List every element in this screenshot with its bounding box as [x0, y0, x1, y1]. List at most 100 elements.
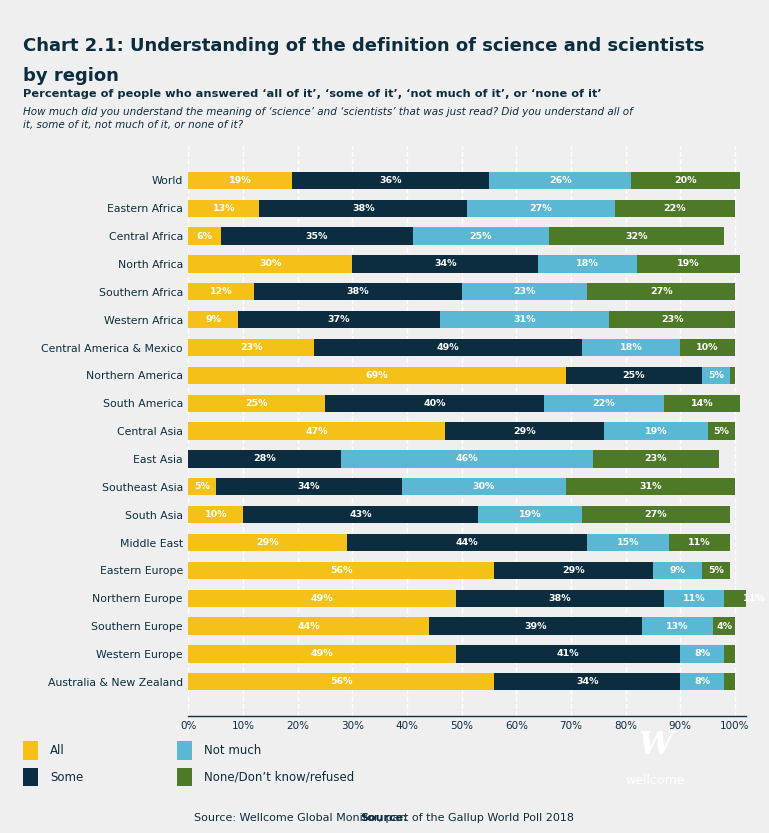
- Bar: [216, 478, 401, 496]
- Text: 18%: 18%: [620, 343, 643, 352]
- Bar: [702, 561, 730, 579]
- Text: 23%: 23%: [661, 315, 684, 324]
- Bar: [707, 422, 735, 440]
- Text: 5%: 5%: [194, 482, 210, 491]
- Bar: [614, 200, 735, 217]
- Text: 28%: 28%: [254, 455, 276, 463]
- Bar: [445, 422, 604, 440]
- Bar: [681, 646, 724, 662]
- Text: 40%: 40%: [423, 399, 445, 407]
- Text: 27%: 27%: [650, 287, 673, 297]
- Bar: [412, 227, 549, 245]
- Bar: [188, 367, 565, 384]
- Text: 38%: 38%: [352, 204, 375, 212]
- Bar: [188, 200, 259, 217]
- Text: 11%: 11%: [688, 538, 711, 547]
- Text: 34%: 34%: [576, 677, 599, 686]
- Text: 25%: 25%: [470, 232, 492, 241]
- Text: How much did you understand the meaning of ‘science’ and ‘scientists’ that was j: How much did you understand the meaning …: [23, 107, 633, 130]
- Bar: [669, 534, 730, 551]
- Bar: [593, 451, 718, 467]
- Text: 31%: 31%: [514, 315, 536, 324]
- Text: 9%: 9%: [205, 315, 221, 324]
- Text: Chart 2.1: Understanding of the definition of science and scientists: Chart 2.1: Understanding of the definiti…: [23, 37, 704, 56]
- Bar: [188, 561, 494, 579]
- Bar: [494, 673, 681, 691]
- Text: 69%: 69%: [366, 371, 388, 380]
- Text: 23%: 23%: [514, 287, 536, 297]
- Text: 4%: 4%: [716, 621, 732, 631]
- Text: 15%: 15%: [618, 538, 640, 547]
- Text: 19%: 19%: [229, 176, 251, 185]
- Bar: [259, 200, 467, 217]
- Bar: [401, 478, 565, 496]
- Text: 5%: 5%: [714, 426, 729, 436]
- Bar: [609, 311, 735, 328]
- Bar: [588, 283, 735, 301]
- Bar: [637, 255, 741, 272]
- Bar: [713, 617, 735, 635]
- Text: 30%: 30%: [472, 482, 494, 491]
- Bar: [188, 339, 314, 357]
- Text: 6%: 6%: [197, 232, 213, 241]
- Text: 47%: 47%: [305, 426, 328, 436]
- Bar: [565, 478, 735, 496]
- Text: 13%: 13%: [667, 621, 689, 631]
- Text: 23%: 23%: [644, 455, 667, 463]
- Bar: [188, 478, 216, 496]
- Bar: [538, 255, 637, 272]
- Bar: [188, 172, 292, 189]
- Bar: [642, 617, 713, 635]
- Bar: [468, 200, 614, 217]
- Text: Percentage of people who answered ‘all of it’, ‘some of it’, ‘not much of it’, o: Percentage of people who answered ‘all o…: [23, 89, 601, 99]
- Text: 44%: 44%: [298, 621, 320, 631]
- Bar: [188, 422, 445, 440]
- Bar: [544, 395, 664, 412]
- Bar: [582, 339, 681, 357]
- Bar: [188, 534, 347, 551]
- Bar: [188, 227, 221, 245]
- Bar: [631, 172, 741, 189]
- Bar: [188, 283, 254, 301]
- Text: 26%: 26%: [549, 176, 571, 185]
- Text: 41%: 41%: [557, 650, 580, 658]
- Bar: [724, 590, 769, 607]
- Bar: [352, 255, 538, 272]
- Text: 56%: 56%: [330, 677, 353, 686]
- Bar: [702, 367, 730, 384]
- Text: 29%: 29%: [562, 566, 585, 575]
- Bar: [254, 283, 461, 301]
- Text: All: All: [50, 744, 65, 757]
- Text: 8%: 8%: [694, 650, 711, 658]
- Text: 27%: 27%: [644, 510, 667, 519]
- Bar: [724, 673, 735, 691]
- Bar: [549, 227, 724, 245]
- Bar: [681, 339, 735, 357]
- Text: 9%: 9%: [670, 566, 686, 575]
- Bar: [582, 506, 730, 523]
- Text: 56%: 56%: [330, 566, 353, 575]
- Text: 49%: 49%: [437, 343, 459, 352]
- Bar: [188, 617, 429, 635]
- Text: 44%: 44%: [456, 538, 478, 547]
- Bar: [188, 506, 243, 523]
- Text: Some: Some: [50, 771, 83, 784]
- Bar: [188, 395, 325, 412]
- Bar: [221, 227, 412, 245]
- Bar: [456, 646, 681, 662]
- Bar: [494, 561, 653, 579]
- Text: 11%: 11%: [683, 594, 705, 603]
- Text: 37%: 37%: [328, 315, 350, 324]
- Text: None/Don’t know/refused: None/Don’t know/refused: [204, 771, 354, 784]
- Bar: [478, 506, 582, 523]
- Text: 35%: 35%: [305, 232, 328, 241]
- Bar: [188, 646, 456, 662]
- Bar: [188, 255, 352, 272]
- Text: 30%: 30%: [259, 259, 281, 268]
- Text: 34%: 34%: [298, 482, 320, 491]
- Text: 39%: 39%: [524, 621, 547, 631]
- Bar: [238, 311, 440, 328]
- Text: 32%: 32%: [625, 232, 647, 241]
- Bar: [188, 311, 238, 328]
- Text: 5%: 5%: [708, 371, 724, 380]
